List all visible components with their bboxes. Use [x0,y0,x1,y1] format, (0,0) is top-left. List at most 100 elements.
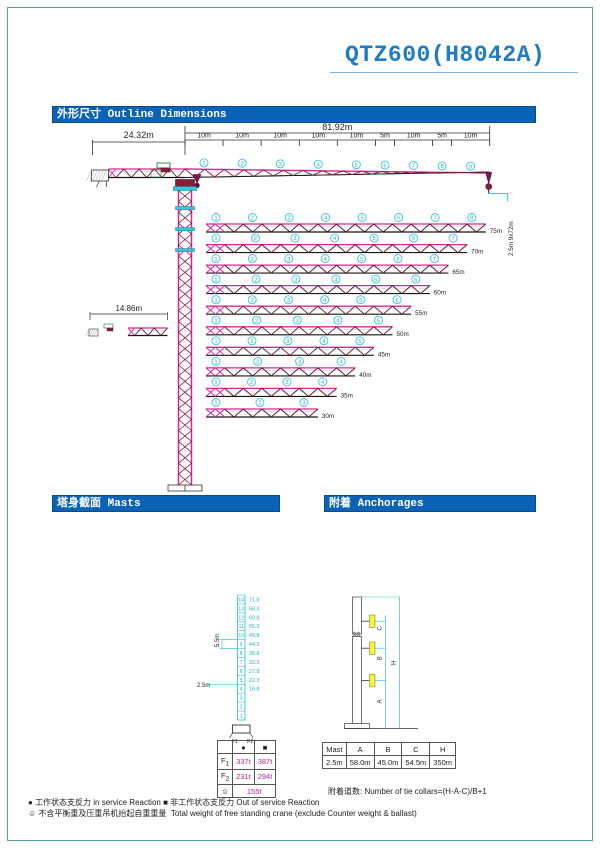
svg-text:6: 6 [395,298,398,304]
svg-text:13: 13 [238,606,244,612]
svg-text:5m: 5m [437,133,447,140]
svg-text:1: 1 [214,401,217,407]
svg-text:16.8: 16.8 [249,687,259,693]
svg-text:35m: 35m [341,392,353,399]
svg-text:5: 5 [377,318,380,324]
svg-text:2: 2 [251,298,254,304]
svg-text:1: 1 [240,714,243,720]
svg-text:45m: 45m [378,351,390,358]
svg-text:12: 12 [238,615,244,621]
svg-text:1: 1 [214,339,217,345]
svg-text:8: 8 [470,216,473,222]
svg-text:3: 3 [287,216,290,222]
svg-text:2: 2 [251,216,254,222]
svg-text:50m: 50m [397,331,409,338]
svg-text:3: 3 [302,401,305,407]
svg-text:81.92m: 81.92m [322,122,352,132]
svg-text:7: 7 [451,236,454,242]
svg-text:6: 6 [383,163,386,169]
svg-text:2.5m: 2.5m [197,683,210,689]
svg-text:14.86m: 14.86m [115,304,142,313]
svg-text:2: 2 [254,236,257,242]
svg-text:5.5m: 5.5m [215,634,221,647]
svg-text:24.32m: 24.32m [124,130,154,140]
svg-text:2: 2 [258,401,261,407]
svg-text:1: 1 [214,277,217,283]
svg-text:40m: 40m [359,372,371,379]
svg-text:5: 5 [359,298,362,304]
svg-text:1: 1 [202,161,205,167]
svg-text:1: 1 [214,216,217,222]
svg-text:10m: 10m [273,133,287,140]
svg-text:1: 1 [214,318,217,324]
svg-text:5: 5 [360,257,363,263]
svg-text:66.3: 66.3 [249,606,259,612]
svg-text:3: 3 [294,277,297,283]
svg-text:11: 11 [239,624,244,630]
svg-text:65m: 65m [452,269,464,276]
svg-text:5: 5 [360,216,363,222]
svg-text:6: 6 [396,257,399,263]
svg-text:1: 1 [214,257,217,263]
svg-text:75m: 75m [490,228,502,235]
svg-text:3: 3 [293,236,296,242]
svg-text:5: 5 [240,678,243,684]
svg-text:2: 2 [250,339,253,345]
svg-text:70m: 70m [471,249,483,256]
svg-text:1: 1 [214,380,217,386]
svg-text:3: 3 [240,696,243,702]
svg-text:10m: 10m [407,133,421,140]
svg-text:7: 7 [240,660,243,666]
svg-text:38.8: 38.8 [249,651,259,657]
svg-text:55m: 55m [415,310,427,317]
svg-text:2: 2 [250,380,253,386]
svg-text:1: 1 [214,236,217,242]
svg-text:22.3: 22.3 [249,678,259,684]
svg-text:5: 5 [374,277,377,283]
svg-text:3: 3 [287,257,290,263]
svg-text:1: 1 [214,298,217,304]
svg-text:49.8: 49.8 [249,633,259,639]
svg-text:3: 3 [279,162,282,168]
svg-text:55.3: 55.3 [249,624,259,630]
svg-text:60m: 60m [434,290,446,297]
svg-text:3: 3 [285,380,288,386]
svg-text:71.8: 71.8 [249,597,259,603]
svg-text:6: 6 [414,277,417,283]
svg-text:10m: 10m [235,133,249,140]
svg-text:5: 5 [355,163,358,169]
svg-text:7: 7 [433,257,436,263]
svg-text:2: 2 [251,257,254,263]
svg-text:8: 8 [240,651,243,657]
svg-text:10m: 10m [350,133,364,140]
svg-text:H: H [391,660,398,665]
svg-text:60.8: 60.8 [249,615,259,621]
svg-text:3: 3 [296,318,299,324]
svg-text:10: 10 [238,633,244,639]
svg-text:A: A [378,699,384,703]
svg-text:4: 4 [240,687,243,693]
svg-text:10m: 10m [197,133,211,140]
svg-text:2: 2 [240,705,243,711]
svg-text:3: 3 [287,298,290,304]
svg-text:3: 3 [298,360,301,366]
svg-text:30m: 30m [322,413,334,420]
svg-text:2.5m 9x72m: 2.5m 9x72m [508,221,515,256]
svg-text:B: B [378,656,384,660]
svg-text:5m: 5m [380,133,390,140]
svg-text:33.3: 33.3 [249,660,259,666]
svg-text:27.8: 27.8 [249,669,259,675]
svg-text:2: 2 [254,277,257,283]
svg-text:10m: 10m [311,133,325,140]
svg-text:5: 5 [372,236,375,242]
svg-text:6: 6 [240,669,243,675]
svg-text:2: 2 [256,360,259,366]
svg-text:C: C [378,626,384,631]
svg-text:3: 3 [286,339,289,345]
svg-text:5: 5 [358,339,361,345]
svg-text:9: 9 [469,164,472,170]
svg-text:44.3: 44.3 [249,642,259,648]
svg-text:7: 7 [434,216,437,222]
svg-text:2: 2 [255,318,258,324]
svg-text:10m: 10m [464,133,478,140]
